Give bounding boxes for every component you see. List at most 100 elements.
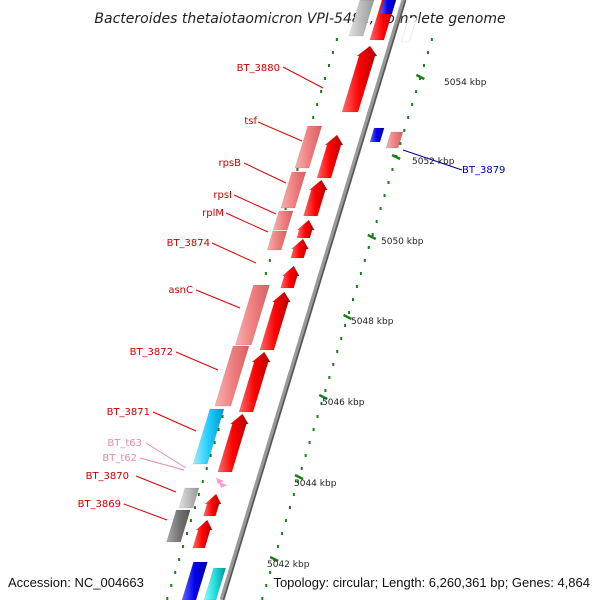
gene-block <box>379 0 397 15</box>
track-dot <box>391 168 394 171</box>
track-dot <box>201 480 204 483</box>
gene-label-rpsi: rpsI <box>213 190 232 201</box>
track-dot <box>281 532 284 535</box>
trna-marker <box>216 478 224 484</box>
track-dot <box>312 116 315 119</box>
track-dot <box>426 51 429 54</box>
track-dot <box>209 454 212 457</box>
scale-label: 5044 kbp <box>294 479 337 489</box>
gene-block <box>294 125 323 169</box>
gene-label-bt3872: BT_3872 <box>130 347 173 358</box>
scale-ticks <box>269 73 425 563</box>
scale-label: 5054 kbp <box>444 78 487 88</box>
scale-tick <box>391 153 401 161</box>
track-dot <box>407 116 410 119</box>
gene-block <box>166 509 191 543</box>
track-dot <box>352 298 354 301</box>
track-dot <box>166 597 169 600</box>
scale-tick <box>294 473 304 481</box>
accession-text: Accession: NC_004663 <box>8 575 144 590</box>
track-dot <box>415 90 418 93</box>
gene-block <box>214 345 250 407</box>
track-dot <box>193 506 196 509</box>
track-dot <box>367 246 370 249</box>
track-dot <box>170 584 173 587</box>
track-dot <box>264 272 267 275</box>
track-dot <box>340 337 343 340</box>
track-dot <box>371 233 374 236</box>
track-dot <box>213 441 216 444</box>
gene-label-bt3869: BT_3869 <box>78 499 121 510</box>
gene-label-asnc: asnC <box>168 285 193 296</box>
scale-tick <box>342 313 353 321</box>
track-dot <box>182 545 185 548</box>
track-dot <box>261 597 264 600</box>
track-dot <box>327 64 330 67</box>
track-dot <box>387 181 390 184</box>
track-dot <box>316 415 319 418</box>
gene-label-bt-t63: BT_t63 <box>107 438 142 449</box>
scale-tick <box>367 233 377 241</box>
gene-block <box>296 219 315 239</box>
track-dot <box>221 415 224 418</box>
track-dot <box>296 480 299 483</box>
track-dot <box>269 571 272 574</box>
track-dot <box>355 285 358 288</box>
track-dot <box>383 194 386 197</box>
leader-line-bt3879 <box>402 149 463 171</box>
gene-block <box>203 567 227 600</box>
gene-label-bt3870: BT_3870 <box>86 471 129 482</box>
track-dot <box>304 454 307 457</box>
gene-label-bt3879: BT_3879 <box>462 165 505 176</box>
gene-block <box>303 179 328 217</box>
track-dot <box>312 428 315 431</box>
leader-lines <box>123 66 324 521</box>
track-dot <box>197 493 200 496</box>
track-dot <box>344 324 347 327</box>
track-dot <box>300 467 303 470</box>
track-dot <box>292 493 295 496</box>
map-title: Bacteroides thetaiotaomicron VPI-5482, c… <box>94 11 505 27</box>
track-dot <box>205 467 208 470</box>
gene-block <box>266 230 288 251</box>
track-dot <box>375 220 378 223</box>
scale-tick <box>415 73 425 81</box>
scale-label: 5050 kbp <box>381 237 424 247</box>
gene-block <box>192 408 225 465</box>
gene-block <box>316 134 344 179</box>
trna-leader-lines <box>139 442 187 471</box>
gene-block <box>341 45 378 113</box>
track-dot <box>174 571 177 574</box>
track-dot <box>422 64 425 67</box>
track-dot <box>186 532 189 535</box>
gene-label-rplm: rplM <box>202 208 224 219</box>
gene-block <box>280 265 300 289</box>
track-dot <box>332 363 335 366</box>
gene-block <box>259 291 291 351</box>
track-dot <box>178 558 181 561</box>
scale-label: 5052 kbp <box>412 157 455 167</box>
scale-label: 5042 kbp <box>267 560 310 570</box>
gene-block <box>348 0 375 37</box>
scale-tick <box>269 555 279 563</box>
trna-marker <box>219 482 227 488</box>
gene-block <box>272 210 294 231</box>
scale-label: 5048 kbp <box>351 317 394 327</box>
track-dot <box>324 77 327 80</box>
track-dot <box>284 519 287 522</box>
backbone-line <box>219 0 407 600</box>
track-dot <box>331 51 334 54</box>
gene-block <box>290 238 309 259</box>
track-dot <box>348 311 351 314</box>
track-dot <box>320 402 323 405</box>
gene-block <box>238 351 271 413</box>
gene-block <box>217 413 249 473</box>
track-dot <box>277 545 280 548</box>
track-dot <box>399 142 402 145</box>
track-dot <box>308 441 311 444</box>
gene-label-bt3880: BT_3880 <box>237 63 280 74</box>
gene-block <box>203 493 222 517</box>
gene-label-rpsb: rpsB <box>218 158 241 169</box>
track-dot <box>359 272 362 275</box>
